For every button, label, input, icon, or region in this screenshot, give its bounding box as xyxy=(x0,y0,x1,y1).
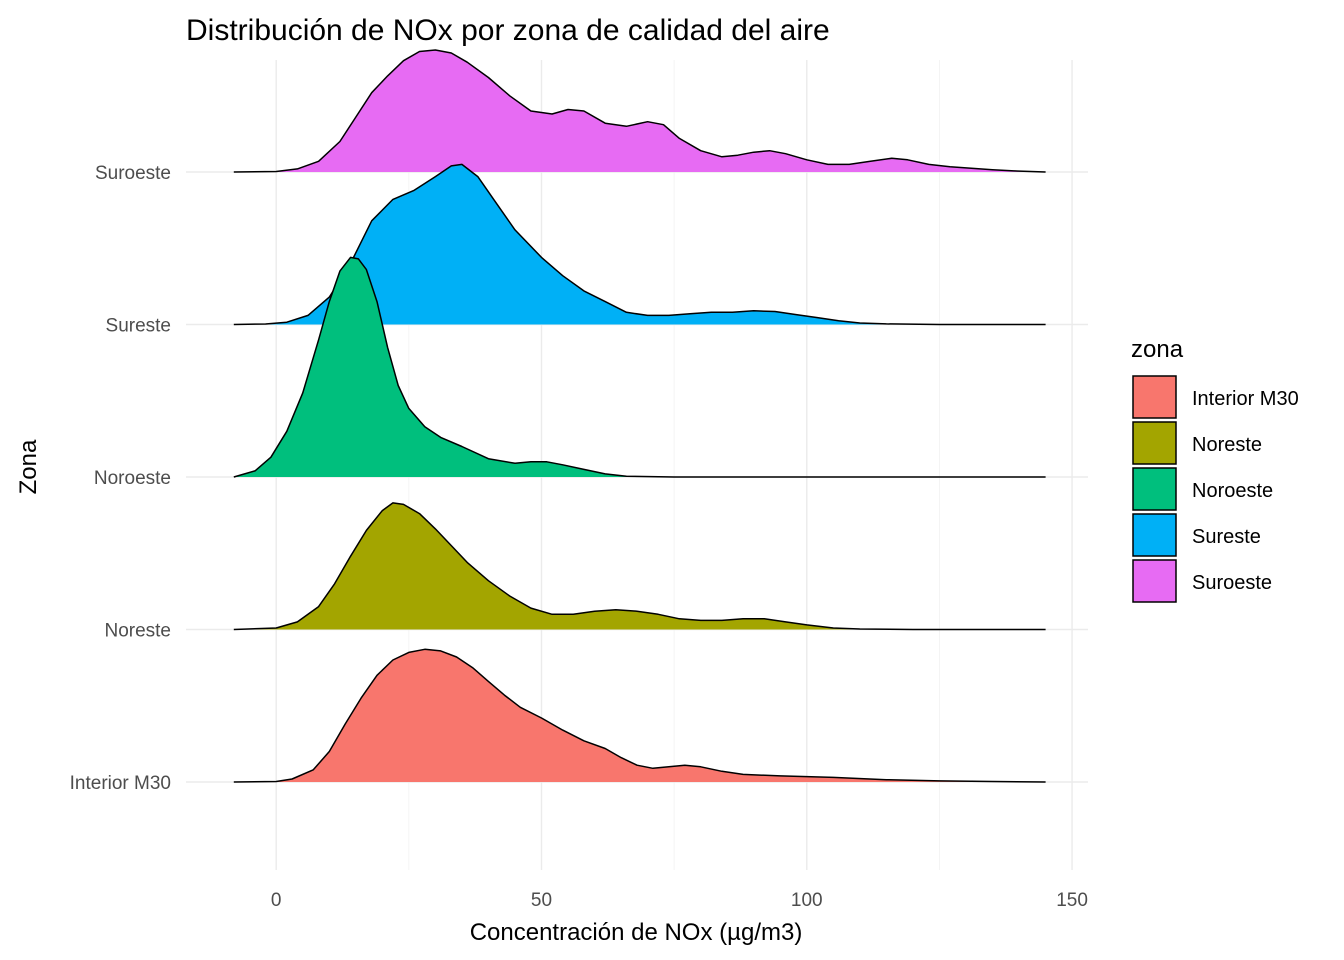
legend-item: Interior M30 xyxy=(1132,375,1299,419)
legend-label: Sureste xyxy=(1192,526,1261,548)
legend-item: Noroeste xyxy=(1132,467,1273,511)
ridge-area xyxy=(233,502,1046,630)
ridge-area xyxy=(233,164,1046,325)
ridge-noroeste xyxy=(233,256,1046,478)
legend-swatch xyxy=(1132,375,1177,419)
legend-swatch xyxy=(1132,513,1177,557)
legend-title: zona xyxy=(1131,336,1184,363)
ridge-noreste xyxy=(233,502,1046,631)
legend-swatch xyxy=(1132,421,1177,465)
y-axis-title: Zona xyxy=(15,439,42,494)
ridge-sureste xyxy=(233,163,1046,326)
ridge-outline xyxy=(233,502,1046,631)
legend-swatch xyxy=(1132,559,1177,603)
legend-label: Noreste xyxy=(1192,434,1262,456)
y-tick-label: Noroeste xyxy=(94,468,171,489)
ridges xyxy=(233,49,1046,783)
legend-item: Suroeste xyxy=(1132,559,1272,603)
ridge-area xyxy=(233,649,1046,782)
x-axis-title: Concentración de NOx (µg/m3) xyxy=(470,919,803,946)
legend-label: Interior M30 xyxy=(1192,388,1299,410)
legend-item: Sureste xyxy=(1132,513,1261,557)
y-tick-label: Sureste xyxy=(106,316,171,337)
legend-swatch xyxy=(1132,467,1177,511)
chart-title: Distribución de NOx por zona de calidad … xyxy=(186,14,830,47)
ridge-area xyxy=(233,50,1046,172)
legend-label: Noroeste xyxy=(1192,480,1273,502)
legend: zona Interior M30 Noreste Noroeste Sureste S… xyxy=(1131,336,1299,603)
ridge-outline xyxy=(233,256,1046,478)
legend-items: Interior M30 Noreste Noroeste Sureste Suroes… xyxy=(1132,375,1299,603)
y-tick-label: Noreste xyxy=(104,621,171,642)
x-tick-label: 150 xyxy=(1056,890,1088,911)
x-tick-label: 0 xyxy=(271,890,282,911)
ridge-area xyxy=(233,257,1046,477)
y-tick-label: Suroeste xyxy=(95,163,171,184)
axes: 0 50 100 150 Interior M30 Noreste Noroeste Sure… xyxy=(70,163,1088,911)
ridge-outline xyxy=(233,49,1046,173)
x-tick-label: 50 xyxy=(531,890,552,911)
ridge-outline xyxy=(233,163,1046,326)
ridge-interior-m30 xyxy=(233,648,1046,783)
ridge-outline xyxy=(233,648,1046,783)
x-tick-label: 100 xyxy=(791,890,823,911)
y-tick-label: Interior M30 xyxy=(70,773,171,794)
legend-label: Suroeste xyxy=(1192,572,1272,594)
ridge-suroeste xyxy=(233,49,1046,173)
legend-item: Noreste xyxy=(1132,421,1262,465)
